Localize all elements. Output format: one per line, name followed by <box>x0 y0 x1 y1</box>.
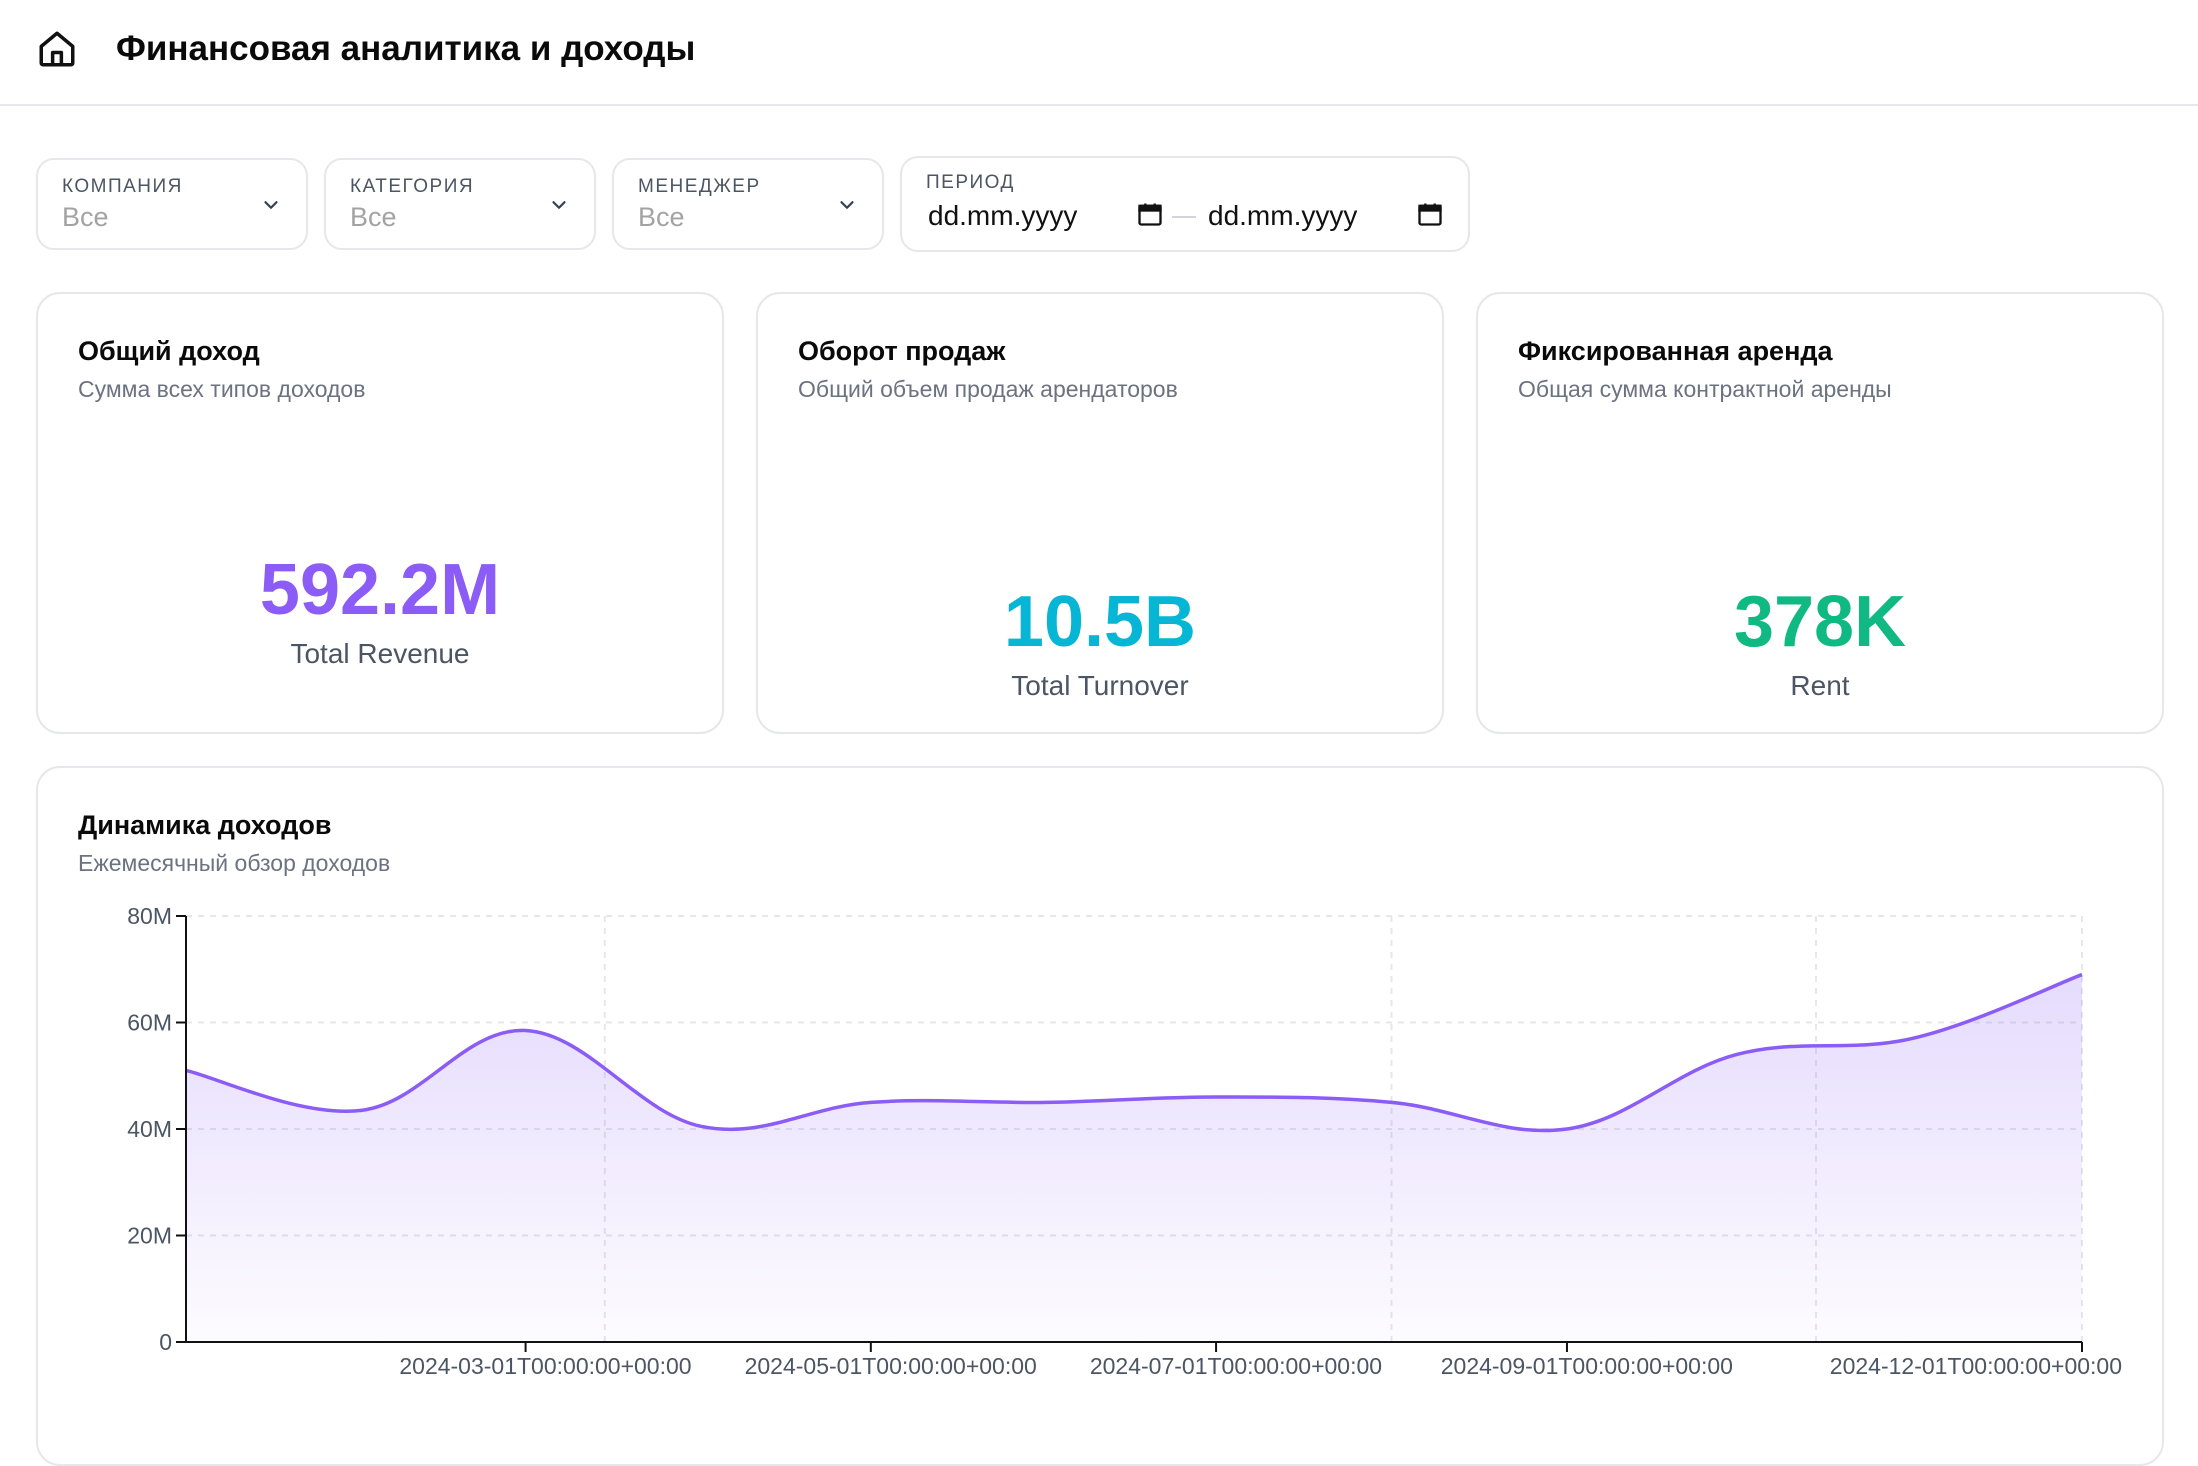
fixed-rent-card: Фиксированная аренда Общая сумма контрак… <box>1476 292 2164 734</box>
revenue-area-chart: 0 20M 40M 60M 80M 2024-03-01T00:00:00+00:00 20… <box>38 768 2162 1464</box>
kpi-title: Оборот продаж <box>798 336 1005 367</box>
category-filter-label: Категория <box>350 176 474 198</box>
total-turnover-card: Оборот продаж Общий объем продаж арендат… <box>756 292 1444 734</box>
x-tick-label: 2024-09-01T00:00:00+00:00 <box>1441 1353 1733 1379</box>
y-tick-label: 40M <box>127 1116 172 1142</box>
kpi-value: 10.5B <box>758 582 1442 662</box>
y-tick-label: 0 <box>159 1329 172 1355</box>
kpi-label: Total Turnover <box>758 670 1442 702</box>
y-tick-label: 80M <box>127 903 172 929</box>
manager-filter[interactable]: Менеджер Все <box>612 158 884 250</box>
x-tick-label: 2024-12-01T00:00:00+00:00 <box>1830 1353 2122 1379</box>
company-filter-value: Все <box>62 202 109 233</box>
chevron-down-icon <box>260 194 282 216</box>
period-filter: Период dd.mm.yyyy dd.mm.yyyy <box>900 156 1470 252</box>
x-tick-label: 2024-05-01T00:00:00+00:00 <box>745 1353 1037 1379</box>
kpi-subtitle: Общая сумма контрактной аренды <box>1518 374 1918 405</box>
x-tick-label: 2024-07-01T00:00:00+00:00 <box>1090 1353 1382 1379</box>
kpi-label: Total Revenue <box>38 638 722 670</box>
period-from-input[interactable]: dd.mm.yyyy <box>928 200 1077 232</box>
home-icon[interactable] <box>36 28 78 70</box>
chevron-down-icon <box>548 194 570 216</box>
company-filter-label: Компания <box>62 176 183 198</box>
revenue-area-fill <box>186 975 2082 1342</box>
total-revenue-card: Общий доход Сумма всех типов доходов 592… <box>36 292 724 734</box>
company-filter[interactable]: Компания Все <box>36 158 308 250</box>
kpi-title: Общий доход <box>78 336 260 367</box>
period-to-input[interactable]: dd.mm.yyyy <box>1208 200 1357 232</box>
manager-filter-label: Менеджер <box>638 176 761 198</box>
category-filter-value: Все <box>350 202 397 233</box>
date-range-separator <box>1172 216 1196 218</box>
revenue-chart-card: Динамика доходов Ежемесячный обзор доход… <box>36 766 2164 1466</box>
x-tick-label: 2024-03-01T00:00:00+00:00 <box>399 1353 691 1379</box>
period-filter-label: Период <box>926 172 1015 194</box>
page-title: Финансовая аналитика и доходы <box>116 24 695 74</box>
y-tick-label: 20M <box>127 1223 172 1249</box>
category-filter[interactable]: Категория Все <box>324 158 596 250</box>
calendar-icon[interactable] <box>1136 200 1164 228</box>
kpi-value: 378K <box>1478 582 2162 662</box>
manager-filter-value: Все <box>638 202 685 233</box>
kpi-title: Фиксированная аренда <box>1518 336 1833 367</box>
kpi-value: 592.2M <box>38 550 722 630</box>
y-tick-label: 60M <box>127 1010 172 1036</box>
calendar-icon[interactable] <box>1416 200 1444 228</box>
kpi-subtitle: Сумма всех типов доходов <box>78 374 478 405</box>
chevron-down-icon <box>836 194 858 216</box>
top-bar: Финансовая аналитика и доходы <box>0 0 2198 106</box>
kpi-subtitle: Общий объем продаж арендаторов <box>798 374 1198 405</box>
kpi-label: Rent <box>1478 670 2162 702</box>
